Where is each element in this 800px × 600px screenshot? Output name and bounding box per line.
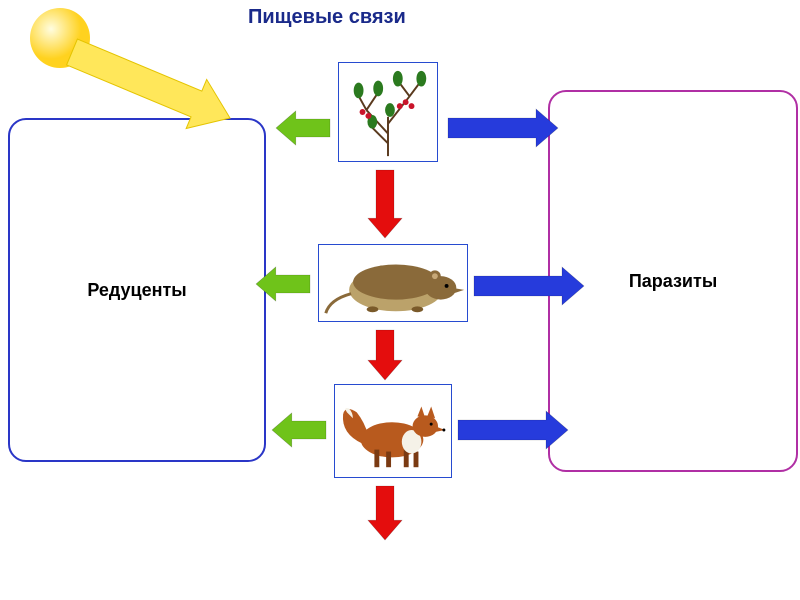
mouse-icon (319, 245, 467, 321)
plant-icon (339, 63, 437, 161)
mouse-node (318, 244, 468, 322)
plant-node (338, 62, 438, 162)
fox-icon (335, 385, 451, 477)
fox-node (334, 384, 452, 478)
